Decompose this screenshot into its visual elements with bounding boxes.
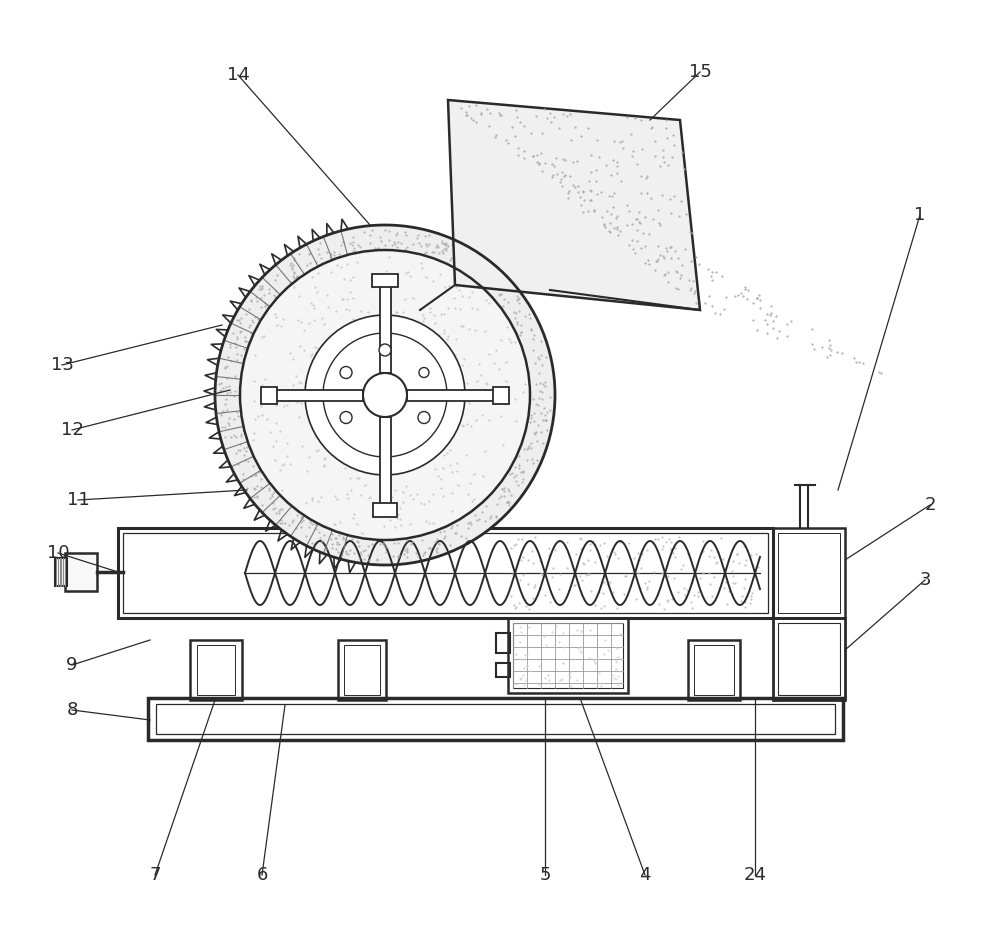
Text: 12: 12 — [61, 421, 83, 439]
Bar — [380, 285, 390, 373]
Text: 6: 6 — [256, 866, 268, 884]
Bar — [118, 528, 773, 618]
Bar — [123, 533, 768, 613]
Circle shape — [418, 412, 430, 423]
Circle shape — [305, 315, 465, 475]
Circle shape — [340, 412, 352, 423]
Circle shape — [363, 373, 407, 417]
Bar — [407, 389, 495, 401]
Text: 14: 14 — [227, 66, 249, 84]
Bar — [55, 558, 67, 586]
Bar — [190, 640, 242, 700]
Circle shape — [379, 344, 391, 356]
Bar — [773, 618, 845, 700]
Text: 9: 9 — [66, 656, 78, 674]
Bar — [380, 417, 390, 505]
Bar — [372, 274, 398, 287]
Text: 24: 24 — [744, 866, 767, 884]
Bar — [778, 533, 840, 613]
Text: 2: 2 — [924, 496, 936, 514]
Polygon shape — [448, 100, 700, 310]
Bar — [148, 698, 843, 740]
Bar — [338, 640, 386, 700]
Circle shape — [215, 225, 555, 565]
Text: 1: 1 — [914, 206, 926, 224]
Text: 13: 13 — [51, 356, 73, 374]
Bar — [496, 633, 510, 653]
Bar — [773, 528, 845, 618]
Bar — [156, 704, 835, 734]
Bar — [373, 503, 397, 517]
Bar — [493, 387, 509, 404]
Text: 3: 3 — [919, 571, 931, 589]
Text: 4: 4 — [639, 866, 651, 884]
Bar — [197, 645, 235, 695]
Bar — [496, 663, 510, 677]
Text: 5: 5 — [539, 866, 551, 884]
Bar — [275, 389, 363, 401]
Circle shape — [419, 368, 429, 377]
Text: 11: 11 — [67, 491, 89, 509]
Bar — [694, 645, 734, 695]
Bar — [344, 645, 380, 695]
Text: 8: 8 — [66, 701, 78, 719]
Text: 10: 10 — [47, 544, 69, 562]
Circle shape — [240, 250, 530, 540]
Text: 7: 7 — [149, 866, 161, 884]
Bar — [513, 623, 623, 688]
Text: 15: 15 — [689, 63, 711, 81]
Bar — [261, 387, 277, 404]
Bar — [778, 623, 840, 695]
Circle shape — [340, 367, 352, 379]
Bar — [688, 640, 740, 700]
Bar — [508, 618, 628, 693]
Bar — [65, 553, 97, 591]
